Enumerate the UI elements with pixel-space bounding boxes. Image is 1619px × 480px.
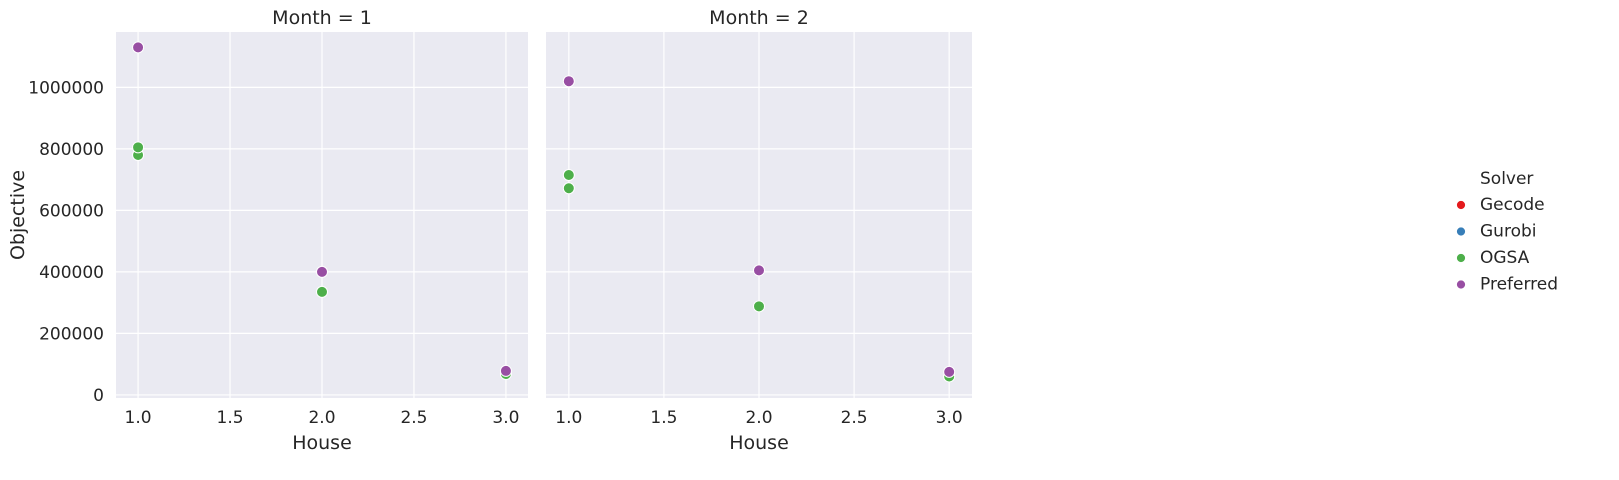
y-tick-label: 1000000 xyxy=(28,78,104,98)
data-point-preferred xyxy=(316,265,328,278)
data-point-preferred xyxy=(132,41,145,54)
x-tick-label: 1.0 xyxy=(555,408,582,428)
x-tick-label: 2.5 xyxy=(841,408,868,428)
x-tick-label: 2.0 xyxy=(308,408,335,428)
y-axis-label: Objective xyxy=(7,170,29,260)
data-point-ogsa xyxy=(132,141,145,154)
x-axis-label: House xyxy=(292,432,352,454)
data-point-ogsa xyxy=(562,169,575,182)
data-point-preferred xyxy=(499,364,512,377)
data-point-ogsa xyxy=(753,300,765,313)
data-point-preferred xyxy=(753,264,765,277)
x-tick-label: 1.5 xyxy=(650,408,677,428)
legend: Solver Gecode Gurobi OGSA Preferred xyxy=(1456,169,1558,295)
legend-label-ogsa: OGSA xyxy=(1480,248,1530,268)
x-tick-label: 2.5 xyxy=(400,408,427,428)
y-tick-label: 800000 xyxy=(39,140,104,160)
legend-label-gecode: Gecode xyxy=(1480,195,1545,215)
facet-panel-2: 1.0 1.5 2.0 2.5 3.0 House Month = 2 xyxy=(546,7,972,454)
legend-marker-ogsa xyxy=(1456,253,1466,263)
legend-marker-gecode xyxy=(1456,200,1466,210)
panel-title: Month = 2 xyxy=(709,7,809,29)
legend-marker-gurobi xyxy=(1456,226,1466,237)
x-tick-label: 3.0 xyxy=(492,408,519,428)
x-tick-label: 1.0 xyxy=(125,408,152,428)
x-tick-label: 2.0 xyxy=(745,408,772,428)
facet-panel-1: 1.0 1.5 2.0 2.5 3.0 0 200000 400000 600000 800000… xyxy=(7,7,528,454)
data-point-ogsa xyxy=(316,285,328,298)
legend-marker-preferred xyxy=(1456,279,1466,290)
data-point-ogsa xyxy=(562,182,575,195)
y-tick-label: 600000 xyxy=(39,201,104,221)
y-tick-label: 0 xyxy=(93,386,104,406)
x-tick-label: 1.5 xyxy=(217,408,244,428)
y-tick-label: 400000 xyxy=(39,263,104,283)
data-point-preferred xyxy=(562,75,575,88)
panel-title: Month = 1 xyxy=(272,7,372,29)
legend-label-preferred: Preferred xyxy=(1480,275,1558,295)
legend-title: Solver xyxy=(1480,169,1533,189)
x-axis-label: House xyxy=(729,432,789,454)
legend-label-gurobi: Gurobi xyxy=(1480,222,1536,242)
x-tick-label: 3.0 xyxy=(936,408,963,428)
y-tick-label: 200000 xyxy=(39,324,104,344)
data-point-preferred xyxy=(943,365,956,378)
